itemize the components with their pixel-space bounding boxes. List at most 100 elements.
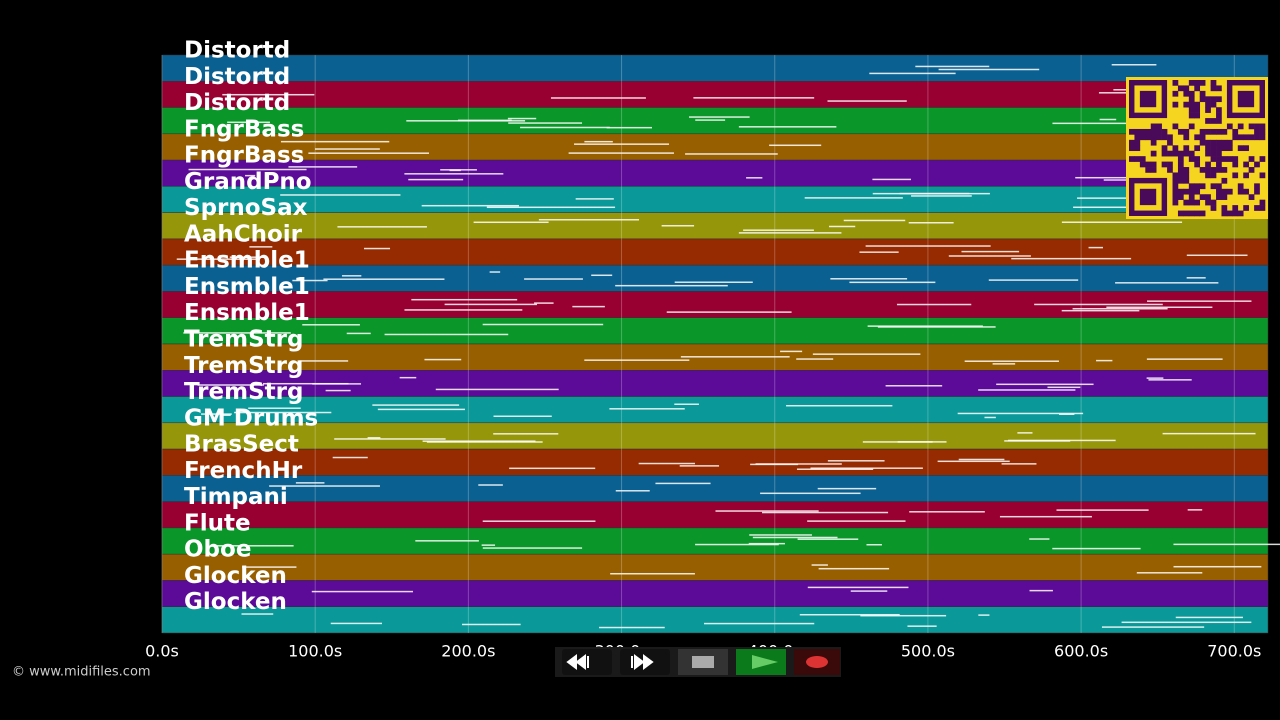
qr-cell <box>1150 161 1157 168</box>
track-labels: DistortdDistortdDistortdFngrBassFngrBass… <box>184 38 318 616</box>
qr-cell <box>1167 161 1173 168</box>
note-streak <box>332 456 368 459</box>
qr-cell <box>1183 172 1190 179</box>
note-streak <box>262 382 349 385</box>
qr-cell <box>1221 128 1228 135</box>
note-streak <box>984 416 996 419</box>
qr-finder <box>1128 80 1168 119</box>
x-tick-label: 0.0s <box>145 642 179 661</box>
track-label: GM Drums <box>184 405 318 431</box>
qr-cell <box>1210 101 1217 108</box>
qr-cell <box>1194 188 1201 195</box>
note-streak <box>1146 358 1223 360</box>
qr-cell <box>1210 150 1217 157</box>
qr-cell <box>1134 139 1141 146</box>
qr-cell <box>1177 172 1184 179</box>
qr-cell <box>1188 188 1195 195</box>
note-streak <box>752 536 838 539</box>
note-streak <box>830 278 908 280</box>
rewind-button[interactable] <box>562 649 612 675</box>
note-streak <box>1047 386 1081 389</box>
track-label: Timpani <box>184 484 288 510</box>
qr-cell <box>1216 139 1222 146</box>
qr-cell <box>1221 167 1228 173</box>
qr-cell <box>1134 145 1141 152</box>
note-streak <box>760 492 861 495</box>
note-streak <box>796 358 834 360</box>
track-row <box>161 317 1269 345</box>
qr-cell <box>1259 172 1266 179</box>
qr-cell <box>1183 199 1190 206</box>
qr-cell <box>1183 210 1190 217</box>
track-label: Ensmble1 <box>184 274 310 300</box>
note-streak <box>572 305 605 308</box>
qr-cell <box>1177 167 1184 173</box>
qr-cell <box>1183 134 1190 141</box>
qr-cell <box>1254 205 1260 211</box>
qr-cell <box>1237 123 1244 130</box>
qr-cell <box>1232 161 1239 168</box>
note-streak <box>426 441 543 443</box>
note-streak <box>424 358 462 361</box>
qr-cell <box>1216 145 1222 152</box>
qr-cell <box>1194 210 1201 217</box>
qr-cell <box>1254 161 1260 168</box>
qr-cell <box>1150 139 1157 146</box>
qr-cell <box>1243 161 1249 168</box>
note-streak <box>482 323 604 326</box>
note-streak <box>1011 257 1132 260</box>
note-streak <box>843 219 906 222</box>
qr-cell <box>1183 177 1190 184</box>
note-streak <box>948 255 1031 257</box>
track-row <box>161 238 1269 266</box>
track-label: Glocken <box>184 563 287 589</box>
note-streak <box>1146 377 1164 379</box>
qr-cell <box>1161 134 1168 141</box>
note-streak <box>229 256 268 258</box>
note-streak <box>1029 589 1053 592</box>
x-tick-label: 500.0s <box>901 642 955 661</box>
qr-cell <box>1199 96 1206 103</box>
qr-cell <box>1248 156 1255 162</box>
note-streak <box>780 350 803 353</box>
qr-cell <box>1177 194 1184 200</box>
note-streak <box>738 232 842 234</box>
note-streak <box>197 384 264 386</box>
note-streak <box>493 433 559 435</box>
qr-cell <box>1167 139 1173 146</box>
qr-cell <box>1134 134 1141 141</box>
note-streak <box>850 590 888 592</box>
stop-button[interactable] <box>678 649 728 675</box>
qr-cell <box>1145 128 1152 135</box>
qr-cell <box>1259 134 1266 141</box>
qr-cell <box>1205 172 1211 179</box>
note-streak <box>704 622 815 625</box>
note-streak <box>234 411 332 414</box>
note-streak <box>1029 538 1050 540</box>
note-streak <box>461 623 521 626</box>
note-streak <box>615 284 728 287</box>
record-button[interactable] <box>794 649 840 675</box>
note-streak <box>674 281 753 283</box>
qr-cell <box>1156 123 1162 130</box>
note-streak <box>811 564 828 566</box>
qr-cell <box>1194 145 1201 152</box>
note-streak <box>796 468 874 470</box>
note-streak <box>610 572 695 575</box>
note-streak <box>807 520 906 522</box>
play-button[interactable] <box>736 649 786 675</box>
qr-cell <box>1248 123 1255 130</box>
forward-button[interactable] <box>620 649 670 675</box>
note-streak <box>493 415 552 418</box>
qr-cell <box>1183 85 1190 92</box>
note-streak <box>1088 246 1103 249</box>
note-streak <box>1061 221 1183 223</box>
track-label: Flute <box>184 510 251 536</box>
note-streak <box>818 567 890 570</box>
qr-cell <box>1243 205 1249 211</box>
qr-cell <box>1226 210 1233 217</box>
qr-cell <box>1188 112 1195 119</box>
note-streak <box>1034 303 1163 306</box>
qr-cell <box>1210 199 1217 206</box>
qr-cell <box>1172 172 1179 179</box>
